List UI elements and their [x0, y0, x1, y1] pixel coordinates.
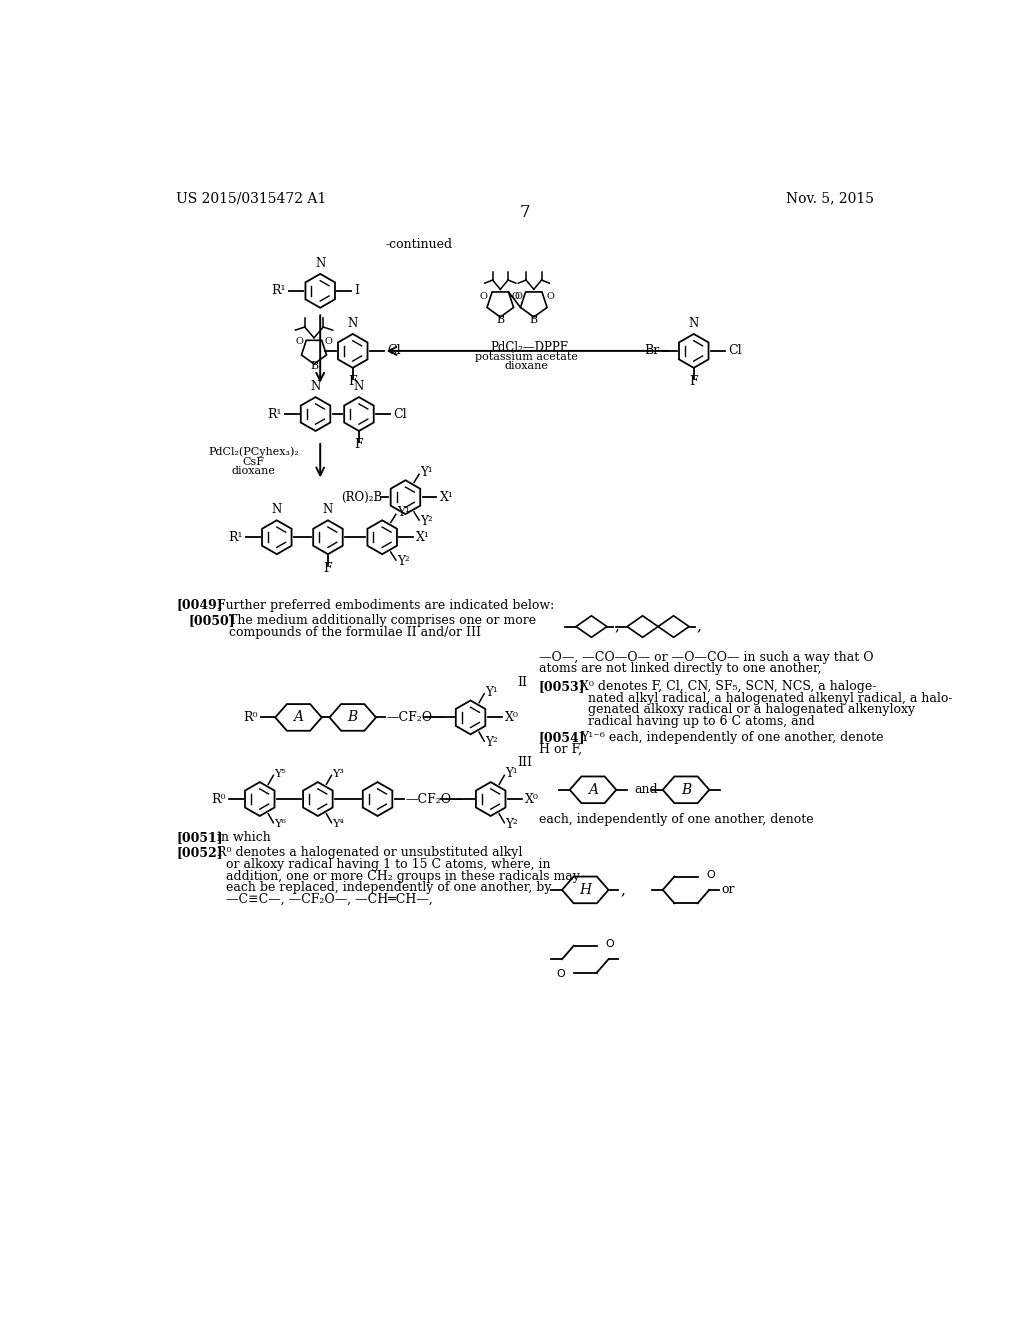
Text: [0053]: [0053] — [539, 680, 586, 693]
Text: PdCl₂—DPPF: PdCl₂—DPPF — [490, 341, 568, 354]
Text: N: N — [354, 380, 365, 393]
Text: F: F — [689, 375, 698, 388]
Text: Y²: Y² — [396, 556, 410, 569]
Text: Y¹⁻⁶ each, independently of one another, denote: Y¹⁻⁶ each, independently of one another,… — [580, 731, 884, 744]
Text: O: O — [514, 292, 522, 301]
Text: N: N — [323, 503, 333, 516]
Text: R⁰: R⁰ — [244, 711, 258, 723]
Text: potassium acetate: potassium acetate — [475, 352, 578, 362]
Text: N: N — [310, 380, 321, 393]
Text: —CF₂O—: —CF₂O— — [406, 792, 464, 805]
Text: [0049]: [0049] — [176, 598, 222, 611]
Text: R⁰: R⁰ — [211, 792, 225, 805]
Text: R¹: R¹ — [228, 531, 243, 544]
Text: H: H — [580, 883, 591, 896]
Text: X¹: X¹ — [439, 491, 454, 504]
Text: O: O — [512, 292, 520, 301]
Text: O: O — [547, 292, 554, 301]
Text: (RO)₂B: (RO)₂B — [341, 491, 382, 504]
Text: ,: , — [621, 883, 625, 896]
Text: 7: 7 — [519, 203, 530, 220]
Text: —CF₂O—: —CF₂O— — [387, 711, 445, 723]
Text: CsF: CsF — [243, 457, 264, 467]
Text: O: O — [295, 338, 303, 346]
Text: O: O — [325, 338, 333, 346]
Text: Y³: Y³ — [333, 768, 344, 779]
Text: H or F,: H or F, — [539, 742, 582, 755]
Text: X¹: X¹ — [417, 531, 430, 544]
Text: —C≡C—, —CF₂O—, —CH═CH—,: —C≡C—, —CF₂O—, —CH═CH—, — [225, 892, 432, 906]
Text: ,: , — [697, 619, 701, 634]
Text: II: II — [517, 676, 527, 689]
Text: atoms are not linked directly to one another,: atoms are not linked directly to one ano… — [539, 661, 821, 675]
Text: A: A — [294, 710, 303, 725]
Text: ,: , — [614, 619, 620, 634]
Text: [0050]: [0050] — [188, 614, 236, 627]
Text: Cl: Cl — [387, 345, 400, 358]
Text: each, independently of one another, denote: each, independently of one another, deno… — [539, 813, 813, 825]
Text: Nov. 5, 2015: Nov. 5, 2015 — [785, 191, 873, 206]
Text: O: O — [556, 969, 564, 979]
Text: Y⁵: Y⁵ — [274, 768, 286, 779]
Text: X⁰ denotes F, Cl, CN, SF₅, SCN, NCS, a haloge-: X⁰ denotes F, Cl, CN, SF₅, SCN, NCS, a h… — [580, 680, 877, 693]
Text: X⁰: X⁰ — [505, 711, 518, 723]
Text: F: F — [324, 561, 332, 574]
Text: dioxane: dioxane — [505, 362, 548, 371]
Text: X⁰: X⁰ — [524, 792, 539, 805]
Text: R¹: R¹ — [271, 284, 286, 297]
Text: O: O — [707, 870, 716, 880]
Text: B: B — [497, 315, 505, 325]
Text: N: N — [688, 317, 698, 330]
Text: Cl: Cl — [728, 345, 741, 358]
Text: Y¹: Y¹ — [505, 767, 518, 780]
Text: F: F — [354, 438, 364, 451]
Text: dioxane: dioxane — [231, 466, 275, 477]
Text: genated alkoxy radical or a halogenated alkenyloxy: genated alkoxy radical or a halogenated … — [588, 704, 914, 717]
Text: in which: in which — [217, 832, 271, 843]
Text: I: I — [354, 284, 359, 297]
Text: -continued: -continued — [385, 238, 453, 251]
Text: [0052]: [0052] — [176, 846, 222, 859]
Text: Y¹: Y¹ — [485, 685, 498, 698]
Text: N: N — [315, 257, 326, 271]
Text: and: and — [635, 783, 658, 796]
Text: or: or — [721, 883, 734, 896]
Text: III: III — [517, 755, 532, 768]
Text: or alkoxy radical having 1 to 15 C atoms, where, in: or alkoxy radical having 1 to 15 C atoms… — [225, 858, 550, 871]
Text: Y²: Y² — [505, 818, 518, 832]
Text: US 2015/0315472 A1: US 2015/0315472 A1 — [176, 191, 327, 206]
Text: B: B — [347, 710, 357, 725]
Text: O: O — [480, 292, 487, 301]
Text: R¹: R¹ — [267, 408, 282, 421]
Text: radical having up to 6 C atoms, and: radical having up to 6 C atoms, and — [588, 714, 814, 727]
Text: addition, one or more CH₂ groups in these radicals may: addition, one or more CH₂ groups in thes… — [225, 870, 580, 883]
Text: N: N — [347, 317, 357, 330]
Text: Cl: Cl — [393, 408, 407, 421]
Text: Y²: Y² — [485, 737, 498, 750]
Text: nated alkyl radical, a halogenated alkenyl radical, a halo-: nated alkyl radical, a halogenated alken… — [588, 692, 952, 705]
Text: The medium additionally comprises one or more: The medium additionally comprises one or… — [228, 614, 536, 627]
Text: compounds of the formulae II and/or III: compounds of the formulae II and/or III — [228, 626, 480, 639]
Text: Y¹: Y¹ — [420, 466, 432, 479]
Text: O: O — [606, 940, 614, 949]
Text: B: B — [310, 362, 318, 371]
Text: A: A — [588, 783, 598, 797]
Text: Y²: Y² — [420, 515, 432, 528]
Text: B: B — [681, 783, 691, 797]
Text: Y⁴: Y⁴ — [333, 820, 344, 829]
Text: N: N — [271, 503, 282, 516]
Text: Br: Br — [644, 345, 659, 358]
Text: [0051]: [0051] — [176, 832, 222, 843]
Text: Y¹: Y¹ — [396, 506, 410, 519]
Text: [0054]: [0054] — [539, 731, 586, 744]
Text: B: B — [529, 315, 538, 325]
Text: —O—, —CO—O— or —O—CO— in such a way that O: —O—, —CO—O— or —O—CO— in such a way that… — [539, 651, 873, 664]
Text: R⁰ denotes a halogenated or unsubstituted alkyl: R⁰ denotes a halogenated or unsubstitute… — [217, 846, 522, 859]
Text: PdCl₂(PCyhex₃)₂: PdCl₂(PCyhex₃)₂ — [208, 446, 299, 457]
Text: each be replaced, independently of one another, by: each be replaced, independently of one a… — [225, 880, 551, 894]
Text: Y⁶: Y⁶ — [274, 820, 286, 829]
Text: F: F — [348, 375, 357, 388]
Text: Further preferred embodiments are indicated below:: Further preferred embodiments are indica… — [217, 598, 554, 611]
